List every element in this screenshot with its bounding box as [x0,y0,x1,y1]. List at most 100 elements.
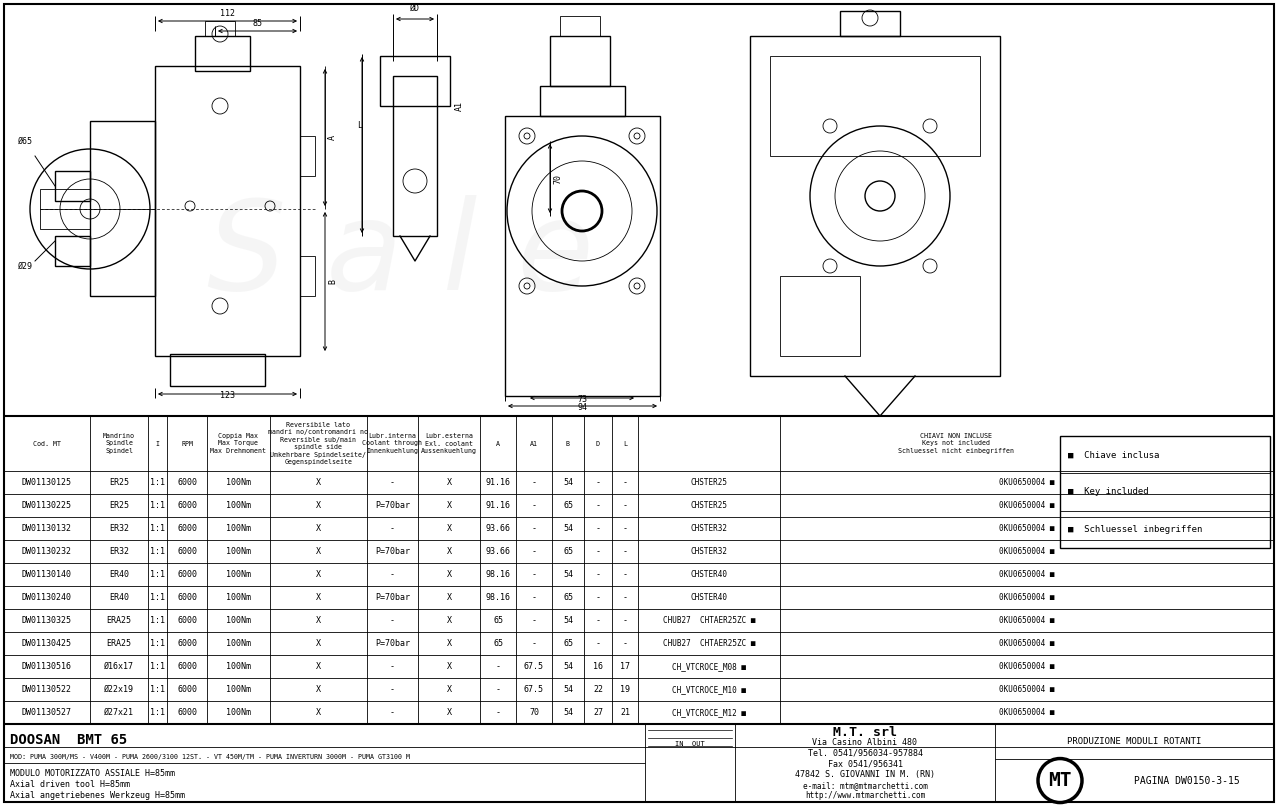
Text: ■  Chiave inclusa: ■ Chiave inclusa [1068,451,1159,459]
Text: 0KU0650004 ■: 0KU0650004 ■ [999,662,1054,671]
Text: Lubr.esterna
Exl. coolant
Aussenkuehlung: Lubr.esterna Exl. coolant Aussenkuehlung [420,433,477,454]
Text: Mandrino
Spindle
Spindel: Mandrino Spindle Spindel [104,433,135,454]
Text: 22: 22 [593,685,603,694]
Text: -: - [596,524,601,533]
Text: 0KU0650004 ■: 0KU0650004 ■ [999,570,1054,579]
Text: 6000: 6000 [176,547,197,556]
Text: -: - [596,616,601,625]
Text: -: - [596,570,601,579]
Bar [89,121,155,296]
Text: MOD: PUMA 300M/MS - V400M - PUMA 2600/3100 12ST. - VT 450M/TM - PUMA INVERTURN 3: MOD: PUMA 300M/MS - V400M - PUMA 2600/31… [10,754,410,760]
Text: 54: 54 [564,662,573,671]
Text: 93.66: 93.66 [486,547,510,556]
Text: DW01130232: DW01130232 [22,547,72,556]
Text: -: - [532,547,537,556]
Text: -: - [532,501,537,510]
Text: 1:1: 1:1 [150,708,165,717]
Text: 1:1: 1:1 [150,524,165,533]
Text: 65: 65 [493,639,504,648]
Bar [550,36,610,86]
Circle shape [1038,758,1082,803]
Bar [750,36,999,376]
Text: CHUB27  CHTAER25ZC ■: CHUB27 CHTAER25ZC ■ [663,616,755,625]
Text: X: X [316,639,321,648]
Text: P=70bar: P=70bar [374,639,410,648]
Text: -: - [496,685,501,694]
Bar [1059,436,1270,548]
Text: 54: 54 [564,685,573,694]
Text: -: - [622,547,627,556]
Text: B: B [566,441,570,447]
Text: CHSTER32: CHSTER32 [690,547,727,556]
Text: X: X [446,662,451,671]
Text: ERA25: ERA25 [106,616,132,625]
Text: 67.5: 67.5 [524,662,544,671]
Text: -: - [596,593,601,602]
Text: X: X [446,639,451,648]
Text: 54: 54 [564,478,573,487]
Text: X: X [316,708,321,717]
Text: PAGINA DW0150-3-15: PAGINA DW0150-3-15 [1134,775,1240,786]
Text: 67.5: 67.5 [524,685,544,694]
Bar [170,354,265,386]
Text: 27: 27 [593,708,603,717]
Text: 0KU0650004 ■: 0KU0650004 ■ [999,524,1054,533]
Text: X: X [446,478,451,487]
Text: 1:1: 1:1 [150,501,165,510]
Bar [380,56,450,106]
Text: 1:1: 1:1 [150,616,165,625]
Text: 100Nm: 100Nm [226,501,250,510]
Text: CHSTER32: CHSTER32 [690,524,727,533]
Text: 0KU0650004 ■: 0KU0650004 ■ [999,478,1054,487]
Text: 47842 S. GIOVANNI IN M. (RN): 47842 S. GIOVANNI IN M. (RN) [795,771,935,779]
Text: X: X [316,570,321,579]
Bar [196,36,250,71]
Text: P=70bar: P=70bar [374,593,410,602]
Text: 1:1: 1:1 [150,478,165,487]
Text: 21: 21 [620,708,630,717]
Text: -: - [390,708,395,717]
Text: ■  Schluessel inbegriffen: ■ Schluessel inbegriffen [1068,525,1203,534]
Text: CHUB27  CHTAER25ZC ■: CHUB27 CHTAER25ZC ■ [663,639,755,648]
Text: 85: 85 [253,19,262,28]
Text: -: - [390,524,395,533]
Text: 19: 19 [620,685,630,694]
Text: DW01130516: DW01130516 [22,662,72,671]
Text: Tel. 0541/956034-957884: Tel. 0541/956034-957884 [808,749,923,758]
Text: 0KU0650004 ■: 0KU0650004 ■ [999,685,1054,694]
Bar [780,276,860,356]
Text: Lubr.interna
Coolant through
Innenkuehlung: Lubr.interna Coolant through Innenkuehlu… [363,433,423,454]
Text: -: - [532,570,537,579]
Text: 98.16: 98.16 [486,570,510,579]
Text: 1:1: 1:1 [150,639,165,648]
Text: -: - [622,478,627,487]
Text: X: X [316,501,321,510]
Text: ER32: ER32 [109,547,129,556]
Text: 100Nm: 100Nm [226,547,250,556]
Text: 91.16: 91.16 [486,501,510,510]
Text: 1:1: 1:1 [150,662,165,671]
Text: A: A [496,441,500,447]
Text: Coppia Max
Max Torque
Max Drehmoment: Coppia Max Max Torque Max Drehmoment [211,433,267,454]
Text: IN  OUT: IN OUT [675,741,705,746]
Bar [204,21,235,36]
Text: ER25: ER25 [109,478,129,487]
Text: 1:1: 1:1 [150,570,165,579]
Text: -: - [622,570,627,579]
Text: 54: 54 [564,524,573,533]
Text: 0KU0650004 ■: 0KU0650004 ■ [999,593,1054,602]
Text: 70: 70 [553,173,562,184]
Text: PRODUZIONE MODULI ROTANTI: PRODUZIONE MODULI ROTANTI [1067,737,1201,746]
Text: DW01130527: DW01130527 [22,708,72,717]
Text: 16: 16 [593,662,603,671]
Text: e-mail: mtm@mtmarchetti.com: e-mail: mtm@mtmarchetti.com [803,781,928,790]
Text: M.T. srl: M.T. srl [833,725,897,738]
Text: D: D [596,441,599,447]
Text: CHIAVI NON INCLUSE
Keys not included
Schluessel nicht einbegriffen: CHIAVI NON INCLUSE Keys not included Sch… [898,433,1013,454]
Text: 6000: 6000 [176,478,197,487]
Text: 0KU0650004 ■: 0KU0650004 ■ [999,708,1054,717]
Text: X: X [446,593,451,602]
Text: 0KU0650004 ■: 0KU0650004 ■ [999,501,1054,510]
Text: X: X [446,685,451,694]
Bar [55,171,89,201]
